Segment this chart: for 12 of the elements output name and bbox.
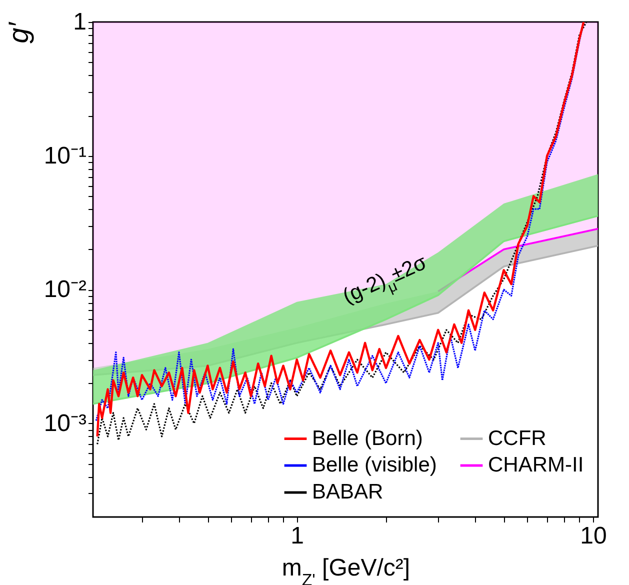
legend-label: BABAR (312, 480, 384, 504)
legend-label: CCFR (488, 426, 546, 450)
legend-label: CHARM-II (488, 454, 584, 476)
y-tick-label: 10⁻² (44, 276, 87, 304)
y-axis-title: g′ (2, 20, 34, 44)
legend-label: Belle (visible) (312, 454, 437, 476)
x-tick-label: 10 (580, 522, 607, 550)
y-tick-label: 10⁻¹ (44, 142, 87, 170)
x-axis-title: m$_{Z'}$ [GeV/c²] (282, 554, 410, 585)
y-tick-label: 10⁻³ (44, 410, 87, 437)
legend-label: Belle (Born) (312, 426, 423, 450)
y-tick-label: 1 (73, 8, 86, 36)
